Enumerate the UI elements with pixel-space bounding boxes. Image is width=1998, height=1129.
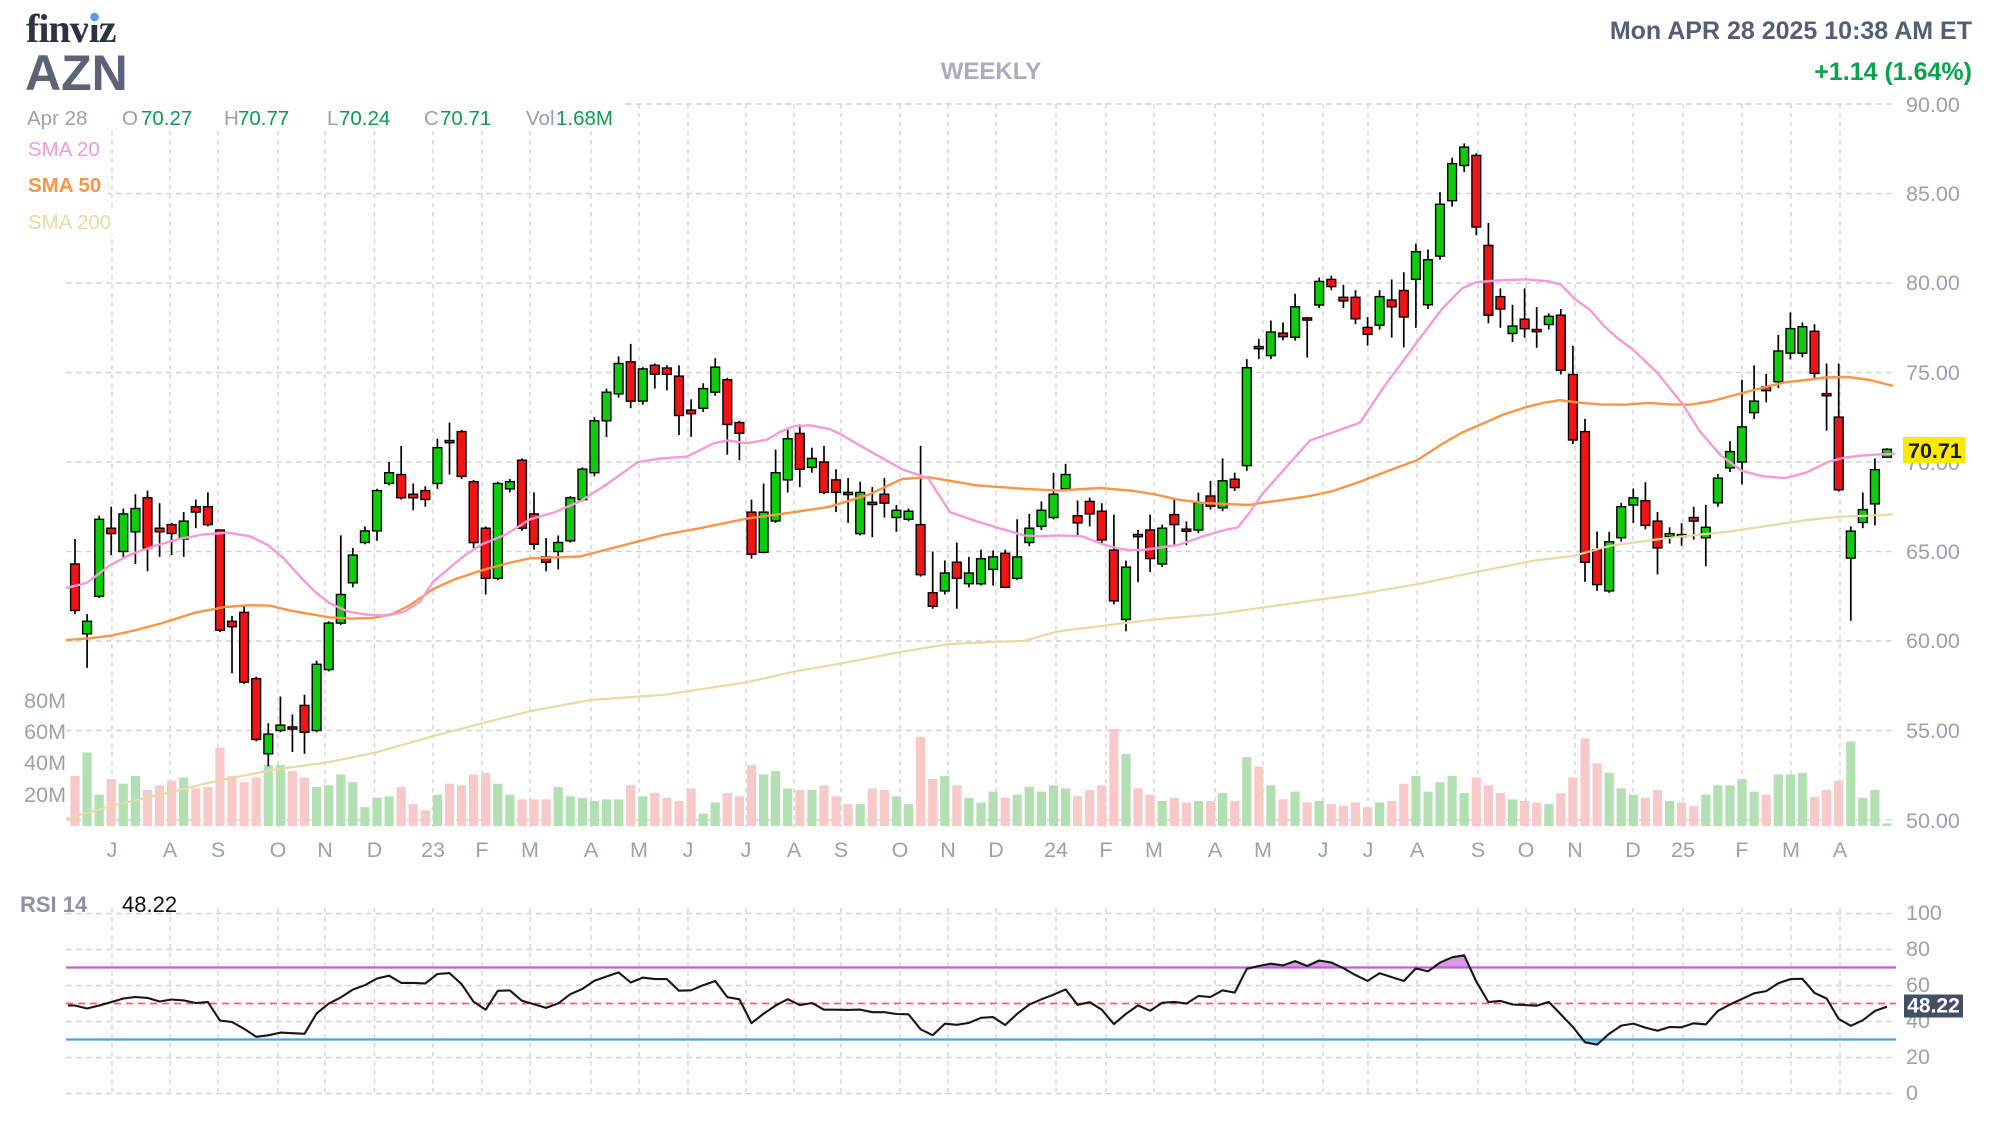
- svg-text:M: M: [1254, 838, 1272, 862]
- svg-text:40M: 40M: [24, 751, 66, 775]
- svg-text:F: F: [1099, 838, 1112, 862]
- svg-text:finviz: finviz: [26, 6, 116, 51]
- svg-text:65.00: 65.00: [1906, 540, 1960, 564]
- svg-text:M: M: [630, 838, 648, 862]
- svg-text:1.68M: 1.68M: [556, 107, 613, 130]
- svg-text:80.00: 80.00: [1906, 271, 1960, 295]
- svg-text:SMA 200: SMA 200: [28, 211, 111, 234]
- svg-text:A: A: [584, 838, 599, 862]
- svg-text:48.22: 48.22: [1907, 995, 1960, 1018]
- svg-text:J: J: [107, 838, 118, 862]
- svg-text:48.22: 48.22: [122, 892, 177, 917]
- svg-text:RSI 14: RSI 14: [20, 892, 88, 917]
- svg-text:20M: 20M: [24, 783, 66, 807]
- svg-text:J: J: [1318, 838, 1329, 862]
- svg-text:0: 0: [1906, 1081, 1918, 1105]
- svg-text:70.27: 70.27: [141, 107, 192, 130]
- svg-text:S: S: [834, 838, 848, 862]
- svg-text:100: 100: [1906, 901, 1942, 925]
- svg-text:WEEKLY: WEEKLY: [941, 58, 1041, 85]
- svg-text:S: S: [211, 838, 225, 862]
- svg-text:60: 60: [1906, 973, 1930, 997]
- svg-text:24: 24: [1044, 838, 1068, 862]
- svg-text:Apr 28: Apr 28: [27, 107, 87, 130]
- svg-text:AZN: AZN: [25, 45, 128, 101]
- svg-text:A: A: [1410, 838, 1425, 862]
- svg-text:J: J: [683, 838, 694, 862]
- svg-text:SMA 20: SMA 20: [28, 138, 100, 161]
- svg-text:A: A: [163, 838, 178, 862]
- svg-text:60M: 60M: [24, 720, 66, 744]
- svg-text:+1.14 (1.64%): +1.14 (1.64%): [1814, 58, 1972, 86]
- svg-text:O: O: [270, 838, 287, 862]
- svg-text:O: O: [1518, 838, 1535, 862]
- svg-text:85.00: 85.00: [1906, 182, 1960, 206]
- svg-text:M: M: [521, 838, 539, 862]
- svg-text:J: J: [741, 838, 752, 862]
- svg-text:A: A: [787, 838, 802, 862]
- svg-text:55.00: 55.00: [1906, 719, 1960, 743]
- svg-text:D: D: [988, 838, 1004, 862]
- svg-text:23: 23: [421, 838, 445, 862]
- svg-text:60.00: 60.00: [1906, 629, 1960, 653]
- svg-text:50.00: 50.00: [1906, 809, 1960, 833]
- svg-text:25: 25: [1671, 838, 1695, 862]
- svg-text:N: N: [940, 838, 956, 862]
- svg-text:90.00: 90.00: [1906, 93, 1960, 117]
- svg-text:J: J: [1363, 838, 1374, 862]
- svg-text:Mon APR 28 2025 10:38 AM ET: Mon APR 28 2025 10:38 AM ET: [1610, 17, 1972, 45]
- svg-text:Vol: Vol: [526, 107, 555, 130]
- svg-text:A: A: [1833, 838, 1848, 862]
- svg-text:O: O: [122, 107, 138, 130]
- svg-text:20: 20: [1906, 1045, 1930, 1069]
- svg-text:A: A: [1208, 838, 1223, 862]
- svg-text:S: S: [1471, 838, 1485, 862]
- svg-text:H: H: [224, 107, 239, 130]
- svg-text:L: L: [327, 107, 338, 130]
- svg-text:M: M: [1145, 838, 1163, 862]
- svg-text:N: N: [317, 838, 333, 862]
- svg-text:C: C: [424, 107, 439, 130]
- svg-text:M: M: [1782, 838, 1800, 862]
- svg-text:O: O: [892, 838, 909, 862]
- svg-text:SMA 50: SMA 50: [28, 174, 101, 197]
- svg-text:F: F: [1735, 838, 1748, 862]
- svg-text:75.00: 75.00: [1906, 361, 1960, 385]
- svg-text:70.77: 70.77: [238, 107, 289, 130]
- svg-text:N: N: [1567, 838, 1583, 862]
- svg-text:80: 80: [1906, 937, 1930, 961]
- svg-text:80M: 80M: [24, 689, 66, 713]
- svg-text:70.71: 70.71: [1908, 439, 1962, 463]
- svg-text:D: D: [367, 838, 383, 862]
- svg-text:D: D: [1625, 838, 1641, 862]
- svg-text:70.71: 70.71: [440, 107, 491, 130]
- svg-text:F: F: [475, 838, 488, 862]
- svg-text:70.24: 70.24: [339, 107, 390, 130]
